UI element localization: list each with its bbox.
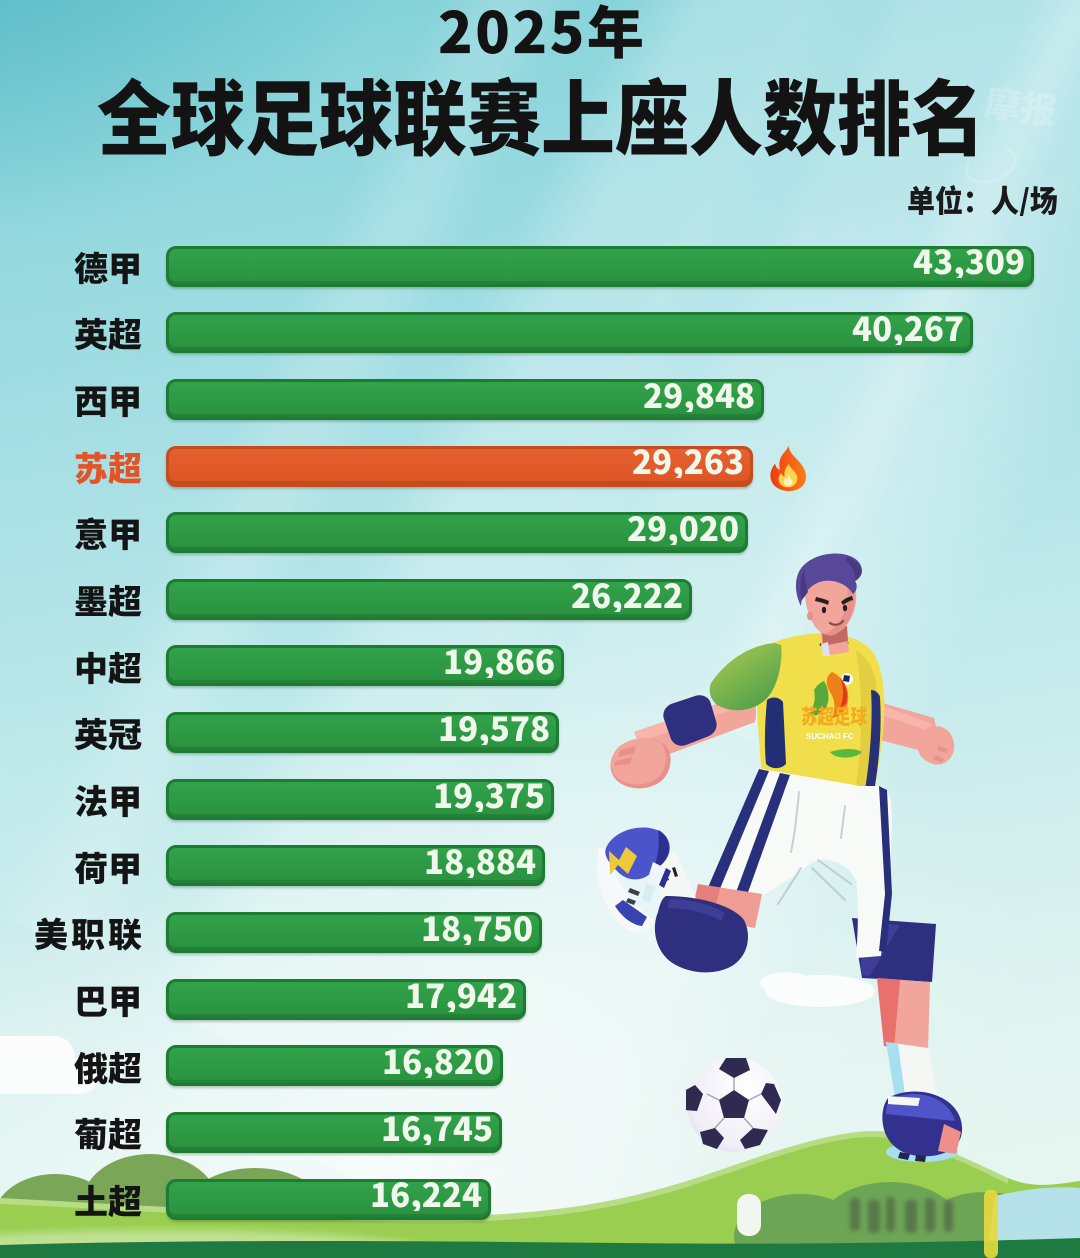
svg-text:SUCHAO FC: SUCHAO FC xyxy=(806,732,854,741)
